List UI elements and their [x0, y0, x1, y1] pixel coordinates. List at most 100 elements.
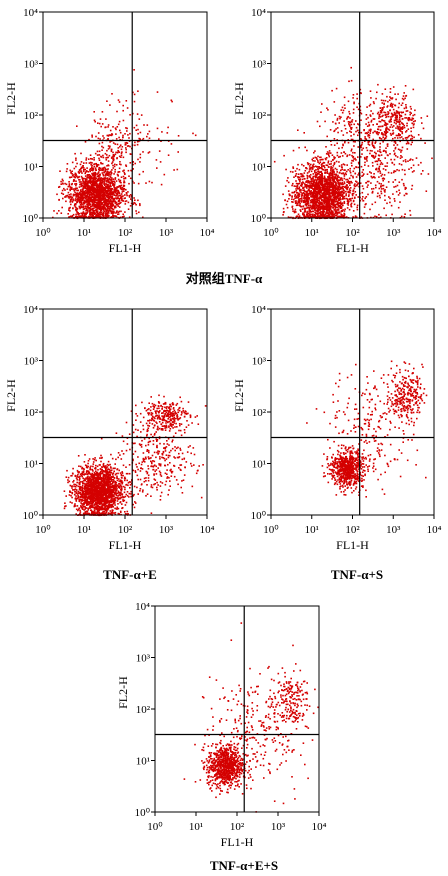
- data-point: [99, 167, 102, 170]
- data-point: [89, 211, 91, 214]
- data-point: [310, 186, 313, 188]
- data-point: [75, 180, 77, 182]
- data-point: [351, 154, 353, 157]
- data-point: [109, 181, 112, 184]
- data-point: [336, 191, 339, 193]
- data-point: [363, 173, 365, 175]
- data-point: [332, 179, 335, 181]
- data-point: [300, 205, 302, 208]
- data-point: [351, 126, 353, 129]
- data-point: [390, 120, 392, 123]
- x-tick-label: 10³: [386, 227, 401, 239]
- data-point: [334, 210, 337, 212]
- data-point: [352, 140, 355, 143]
- data-point: [300, 198, 303, 200]
- data-point: [139, 153, 142, 156]
- data-point: [313, 151, 315, 154]
- y-tick-label: 10²: [252, 110, 267, 122]
- data-point: [386, 145, 389, 147]
- data-point: [362, 147, 364, 150]
- data-point: [79, 201, 82, 204]
- data-point: [400, 151, 402, 153]
- data-point: [406, 148, 409, 150]
- data-point: [384, 194, 386, 197]
- data-point: [337, 193, 340, 196]
- data-point: [88, 204, 91, 206]
- data-point: [115, 203, 118, 206]
- data-point: [331, 198, 334, 200]
- data-point: [400, 149, 403, 152]
- data-point: [104, 175, 107, 177]
- data-point: [309, 211, 311, 213]
- data-point: [369, 130, 372, 132]
- data-point: [82, 188, 84, 191]
- data-point: [393, 113, 396, 116]
- data-point: [373, 157, 376, 159]
- data-point: [332, 203, 335, 206]
- data-point: [333, 185, 335, 187]
- data-point: [312, 165, 314, 167]
- data-point: [118, 199, 121, 201]
- data-point: [407, 128, 410, 130]
- data-point: [97, 174, 100, 177]
- data-point: [106, 178, 108, 180]
- data-point: [117, 147, 120, 149]
- data-point: [93, 159, 95, 161]
- data-point: [80, 175, 83, 178]
- data-point: [322, 165, 325, 167]
- data-point: [325, 208, 327, 211]
- data-point: [340, 193, 342, 195]
- data-point: [85, 190, 87, 192]
- data-point: [79, 197, 82, 200]
- data-point: [84, 175, 87, 177]
- data-point: [106, 168, 108, 171]
- data-point: [296, 186, 298, 188]
- data-point: [401, 146, 404, 149]
- data-point: [70, 172, 72, 174]
- data-point: [394, 200, 396, 202]
- data-point: [88, 186, 91, 188]
- data-point: [111, 486, 114, 488]
- data-point: [302, 186, 304, 189]
- data-point: [385, 130, 388, 133]
- data-point: [325, 157, 328, 159]
- data-point: [80, 206, 83, 208]
- data-point: [82, 165, 84, 167]
- data-point: [370, 175, 373, 178]
- data-point: [376, 131, 378, 133]
- data-point: [110, 202, 113, 205]
- data-point: [87, 188, 90, 191]
- data-point: [410, 134, 413, 137]
- data-point: [303, 193, 306, 195]
- data-point: [336, 151, 339, 154]
- data-point: [102, 477, 104, 480]
- data-point: [328, 209, 330, 211]
- data-point: [361, 175, 363, 177]
- data-point: [82, 185, 84, 187]
- data-point: [71, 183, 73, 186]
- data-point: [107, 214, 109, 216]
- data-point: [343, 104, 346, 106]
- data-point: [309, 180, 311, 183]
- data-point: [113, 186, 116, 189]
- data-point: [116, 126, 119, 128]
- data-point: [391, 106, 393, 108]
- data-point: [404, 97, 406, 100]
- data-point: [347, 195, 350, 197]
- data-point: [104, 207, 106, 209]
- data-point: [338, 115, 341, 118]
- data-point: [94, 191, 96, 194]
- data-point: [93, 473, 95, 476]
- data-point: [94, 184, 96, 186]
- data-point: [410, 167, 413, 169]
- data-point: [119, 131, 122, 134]
- data-point: [368, 134, 371, 137]
- data-point: [102, 207, 104, 210]
- data-point: [74, 152, 76, 155]
- data-point: [384, 189, 386, 191]
- data-point: [91, 192, 93, 195]
- data-point: [406, 122, 408, 125]
- data-point: [76, 215, 79, 218]
- data-point: [431, 157, 433, 160]
